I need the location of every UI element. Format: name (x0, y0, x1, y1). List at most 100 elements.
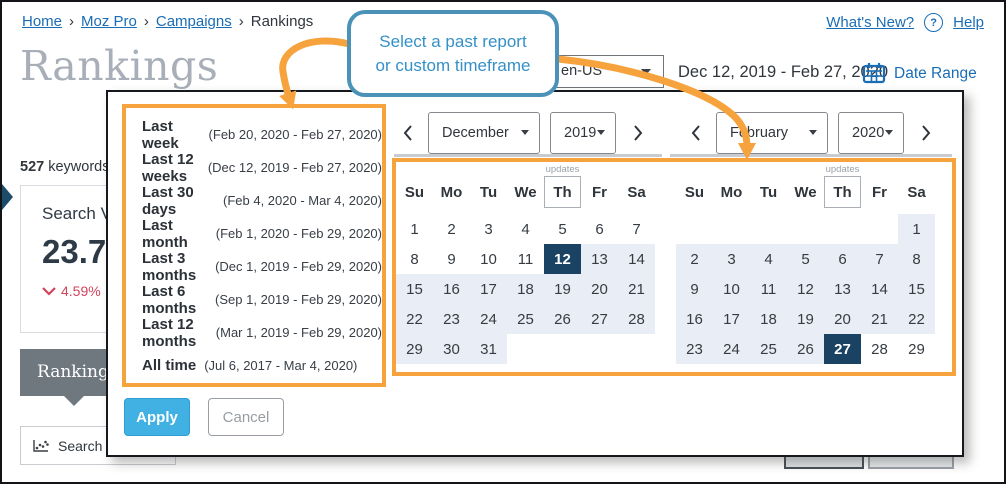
day-cell[interactable]: 26 (544, 304, 581, 334)
day-cell[interactable]: 21 (861, 304, 898, 334)
preset-option[interactable]: Last 6 months (Sep 1, 2019 - Feb 29, 2020… (142, 282, 382, 317)
day-cell[interactable]: 26 (787, 334, 824, 364)
cancel-button[interactable]: Cancel (208, 398, 284, 436)
day-cell[interactable]: 7 (861, 244, 898, 274)
day-cell[interactable]: 10 (713, 274, 750, 304)
day-cell[interactable]: 13 (824, 274, 861, 304)
next-month-button[interactable] (918, 112, 934, 154)
prev-month-button[interactable] (688, 112, 704, 154)
callout-bubble: Select a past report or custom timeframe (347, 10, 559, 97)
day-cell[interactable]: 5 (787, 244, 824, 274)
chevron-down-icon (641, 69, 651, 75)
metric-title: Search V (42, 204, 112, 223)
day-cell[interactable]: 16 (433, 274, 470, 304)
day-cell[interactable]: 11 (517, 250, 534, 268)
day-cell[interactable]: 1 (898, 214, 935, 244)
day-cell[interactable]: 9 (676, 274, 713, 304)
help-link[interactable]: Help (953, 14, 984, 31)
day-cell[interactable]: 4 (750, 244, 787, 274)
day-cell[interactable]: 27 (581, 304, 618, 334)
day-cell[interactable]: 1 (410, 220, 419, 238)
day-cell[interactable]: 24 (470, 304, 507, 334)
prev-month-button[interactable] (400, 112, 416, 154)
day-cell[interactable]: 27 (824, 334, 861, 364)
day-cell-empty (581, 334, 618, 364)
day-cell[interactable]: 19 (787, 304, 824, 334)
month-select[interactable]: February (716, 112, 828, 154)
preset-range: (Feb 20, 2020 - Feb 27, 2020) (208, 127, 382, 142)
day-cell[interactable]: 12 (544, 244, 581, 274)
day-cell[interactable]: 23 (433, 304, 470, 334)
day-cell-empty (544, 334, 581, 364)
breadcrumb-campaigns[interactable]: Campaigns (155, 13, 232, 30)
day-cell[interactable]: 13 (581, 244, 618, 274)
day-cell-empty (713, 214, 750, 244)
day-cell[interactable]: 18 (750, 304, 787, 334)
day-cell[interactable]: 25 (507, 304, 544, 334)
breadcrumb-home[interactable]: Home (22, 13, 63, 30)
preset-option[interactable]: Last 3 months (Dec 1, 2019 - Feb 29, 2020… (142, 250, 382, 284)
day-cell[interactable]: 16 (676, 304, 713, 334)
scatter-chart-icon (33, 439, 49, 452)
date-range-link[interactable]: Date Range (894, 65, 977, 82)
weekday-header: Fr (872, 183, 887, 201)
breadcrumb-moz-pro[interactable]: Moz Pro (81, 13, 137, 30)
rankings-tab[interactable]: Ranking (20, 349, 112, 396)
day-cell[interactable]: 8 (898, 244, 935, 274)
month-select[interactable]: December (428, 112, 540, 154)
day-cell[interactable]: 3 (484, 220, 493, 238)
apply-button[interactable]: Apply (124, 398, 190, 436)
preset-option[interactable]: Last 12 weeks (Dec 12, 2019 - Feb 27, 202… (142, 151, 382, 185)
day-cell[interactable]: 6 (595, 220, 604, 238)
day-cell[interactable]: 22 (396, 304, 433, 334)
day-cell[interactable]: 18 (507, 274, 544, 304)
day-cell[interactable]: 28 (871, 340, 888, 358)
day-cell[interactable]: 3 (713, 244, 750, 274)
day-cell[interactable]: 30 (433, 334, 470, 364)
preset-range: (Feb 1, 2020 - Feb 29, 2020) (215, 226, 382, 241)
day-cell[interactable]: 7 (632, 220, 641, 238)
preset-option[interactable]: Last 12 months (Mar 1, 2019 - Feb 29, 202… (142, 316, 382, 350)
day-cell[interactable]: 28 (618, 304, 655, 334)
year-select[interactable]: 2019 (550, 112, 616, 154)
year-select[interactable]: 2020 (838, 112, 904, 154)
day-cell[interactable]: 17 (713, 304, 750, 334)
day-cell[interactable]: 12 (787, 274, 824, 304)
day-cell[interactable]: 19 (544, 274, 581, 304)
day-cell[interactable]: 9 (447, 250, 456, 268)
day-cell[interactable]: 21 (618, 274, 655, 304)
day-cell[interactable]: 20 (824, 304, 861, 334)
day-cell[interactable]: 29 (396, 334, 433, 364)
day-cell[interactable]: 15 (396, 274, 433, 304)
day-cell[interactable]: 14 (861, 274, 898, 304)
day-cell[interactable]: 14 (618, 244, 655, 274)
day-cell[interactable]: 8 (410, 250, 419, 268)
day-cell[interactable]: 6 (824, 244, 861, 274)
day-cell[interactable]: 15 (898, 274, 935, 304)
preset-label: Last 6 months (142, 282, 197, 317)
day-cell[interactable]: 10 (480, 250, 497, 268)
weekday-header: Mo (720, 183, 743, 201)
month-value: February (730, 125, 789, 141)
day-cell[interactable]: 17 (470, 274, 507, 304)
preset-option[interactable]: Last month (Feb 1, 2020 - Feb 29, 2020) (142, 217, 382, 251)
day-cell[interactable]: 22 (898, 304, 935, 334)
day-cell[interactable]: 24 (713, 334, 750, 364)
day-cell[interactable]: 2 (447, 220, 456, 238)
whats-new-link[interactable]: What's New? (826, 14, 915, 31)
day-cell[interactable]: 11 (750, 274, 787, 304)
day-cell[interactable]: 23 (676, 334, 713, 364)
next-month-button[interactable] (630, 112, 646, 154)
help-icon[interactable]: ? (924, 13, 944, 32)
day-cell[interactable]: 5 (558, 220, 567, 238)
day-cell[interactable]: 2 (676, 244, 713, 274)
day-cell[interactable]: 31 (470, 334, 507, 364)
preset-option[interactable]: Last week (Feb 20, 2020 - Feb 27, 2020) (142, 118, 382, 152)
preset-option[interactable]: Last 30 days (Feb 4, 2020 - Mar 4, 2020) (142, 184, 382, 218)
day-cell[interactable]: 4 (521, 220, 530, 238)
day-cell[interactable]: 25 (750, 334, 787, 364)
day-cell[interactable]: 20 (581, 274, 618, 304)
day-cell[interactable]: 29 (908, 340, 925, 358)
calendar-header-left: December 2019 (400, 112, 646, 154)
preset-option[interactable]: All time (Jul 6, 2017 - Mar 4, 2020) (142, 349, 382, 382)
